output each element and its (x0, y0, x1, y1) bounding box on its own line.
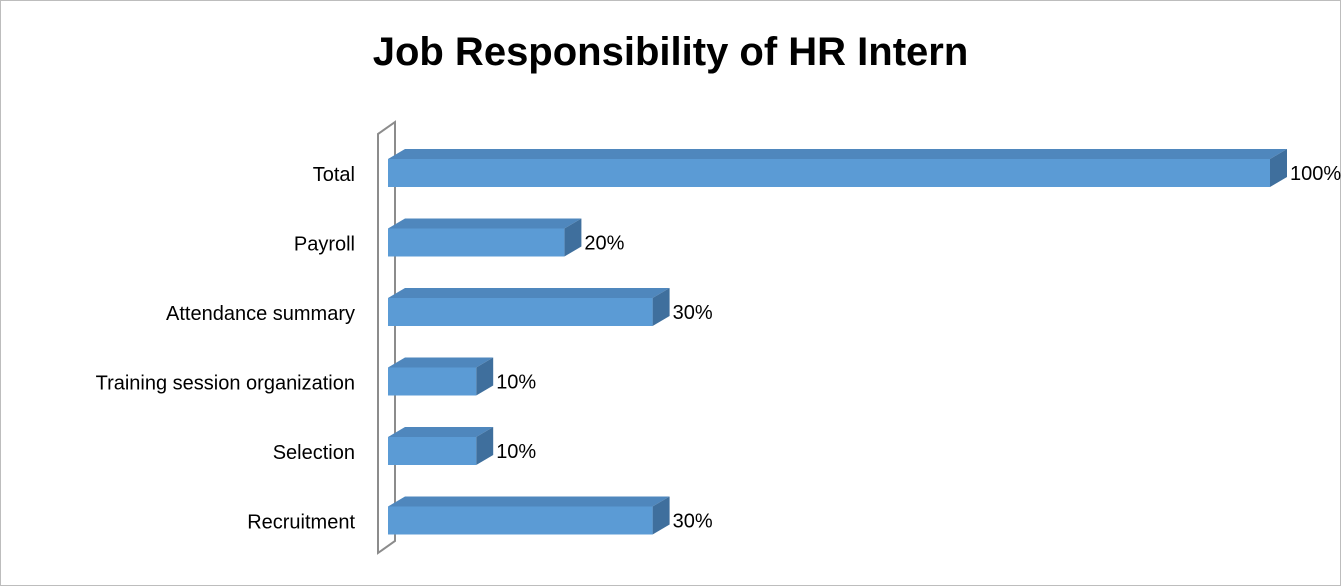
bar-top-face (388, 496, 670, 507)
bar-front-face (388, 298, 653, 326)
bar-side-face (1270, 149, 1287, 187)
category-label: Attendance summary (166, 303, 355, 325)
bar-top-face (388, 357, 494, 368)
chart-title: Job Responsibility of HR Intern (372, 30, 969, 74)
bar-side-face (564, 218, 582, 257)
bar-front-face (388, 506, 653, 535)
bar-side-face (476, 357, 494, 396)
bar-training-session-organization (388, 357, 494, 396)
bar-top-face (388, 149, 1287, 159)
data-label: 30% (673, 302, 713, 324)
bar-side-face (652, 496, 670, 535)
bar-front-face (388, 159, 1270, 187)
bar-attendance-summary (388, 288, 670, 326)
bar-top-face (388, 218, 582, 229)
bar-side-face (652, 288, 670, 326)
category-axis-wall (377, 120, 396, 555)
bar-top-face (388, 427, 494, 437)
category-label: Payroll (294, 234, 355, 256)
labels-layer: Total 100% Payroll 20% Attendance summary 30%… (96, 163, 1341, 534)
bar-payroll (388, 218, 582, 257)
bar-selection (388, 427, 494, 465)
data-label: 10% (496, 372, 536, 394)
category-label: Selection (273, 442, 355, 464)
data-label: 10% (496, 441, 536, 463)
data-label: 20% (584, 233, 624, 255)
axis-layer (377, 120, 396, 555)
bar-top-face (388, 288, 670, 298)
bar-side-face (476, 427, 494, 465)
bar-recruitment (388, 496, 670, 535)
category-label: Total (313, 164, 355, 186)
bar-front-face (388, 228, 565, 257)
category-label: Training session organization (96, 373, 355, 395)
category-label: Recruitment (247, 512, 355, 534)
bar-total (388, 149, 1287, 187)
bar-front-face (388, 367, 477, 396)
bar-front-face (388, 437, 477, 465)
data-label: 100% (1290, 163, 1341, 185)
bars-layer (388, 149, 1287, 535)
data-label: 30% (673, 511, 713, 533)
